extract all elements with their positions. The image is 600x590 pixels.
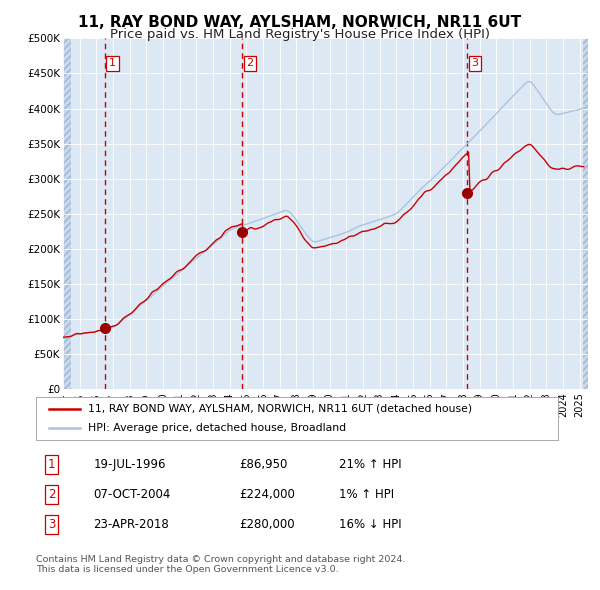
Text: £86,950: £86,950 bbox=[239, 458, 288, 471]
Text: 2: 2 bbox=[48, 488, 55, 501]
Text: 2: 2 bbox=[247, 58, 253, 68]
Text: 1: 1 bbox=[48, 458, 55, 471]
Bar bbox=[63, 38, 71, 389]
Text: HPI: Average price, detached house, Broadland: HPI: Average price, detached house, Broa… bbox=[88, 423, 346, 433]
Text: £280,000: £280,000 bbox=[239, 518, 295, 531]
Text: £224,000: £224,000 bbox=[239, 488, 295, 501]
Text: 1: 1 bbox=[109, 58, 116, 68]
Bar bbox=[63, 38, 71, 389]
Text: 21% ↑ HPI: 21% ↑ HPI bbox=[339, 458, 401, 471]
Text: 3: 3 bbox=[48, 518, 55, 531]
Text: 11, RAY BOND WAY, AYLSHAM, NORWICH, NR11 6UT: 11, RAY BOND WAY, AYLSHAM, NORWICH, NR11… bbox=[79, 15, 521, 30]
Text: Contains HM Land Registry data © Crown copyright and database right 2024.
This d: Contains HM Land Registry data © Crown c… bbox=[36, 555, 406, 574]
Text: 19-JUL-1996: 19-JUL-1996 bbox=[94, 458, 166, 471]
Text: Price paid vs. HM Land Registry's House Price Index (HPI): Price paid vs. HM Land Registry's House … bbox=[110, 28, 490, 41]
Text: 16% ↓ HPI: 16% ↓ HPI bbox=[339, 518, 401, 531]
Text: 3: 3 bbox=[472, 58, 478, 68]
Text: 1% ↑ HPI: 1% ↑ HPI bbox=[339, 488, 394, 501]
Bar bbox=[583, 38, 588, 389]
Text: 23-APR-2018: 23-APR-2018 bbox=[94, 518, 169, 531]
Text: 11, RAY BOND WAY, AYLSHAM, NORWICH, NR11 6UT (detached house): 11, RAY BOND WAY, AYLSHAM, NORWICH, NR11… bbox=[88, 404, 472, 414]
Text: 07-OCT-2004: 07-OCT-2004 bbox=[94, 488, 171, 501]
Bar bbox=[583, 38, 588, 389]
